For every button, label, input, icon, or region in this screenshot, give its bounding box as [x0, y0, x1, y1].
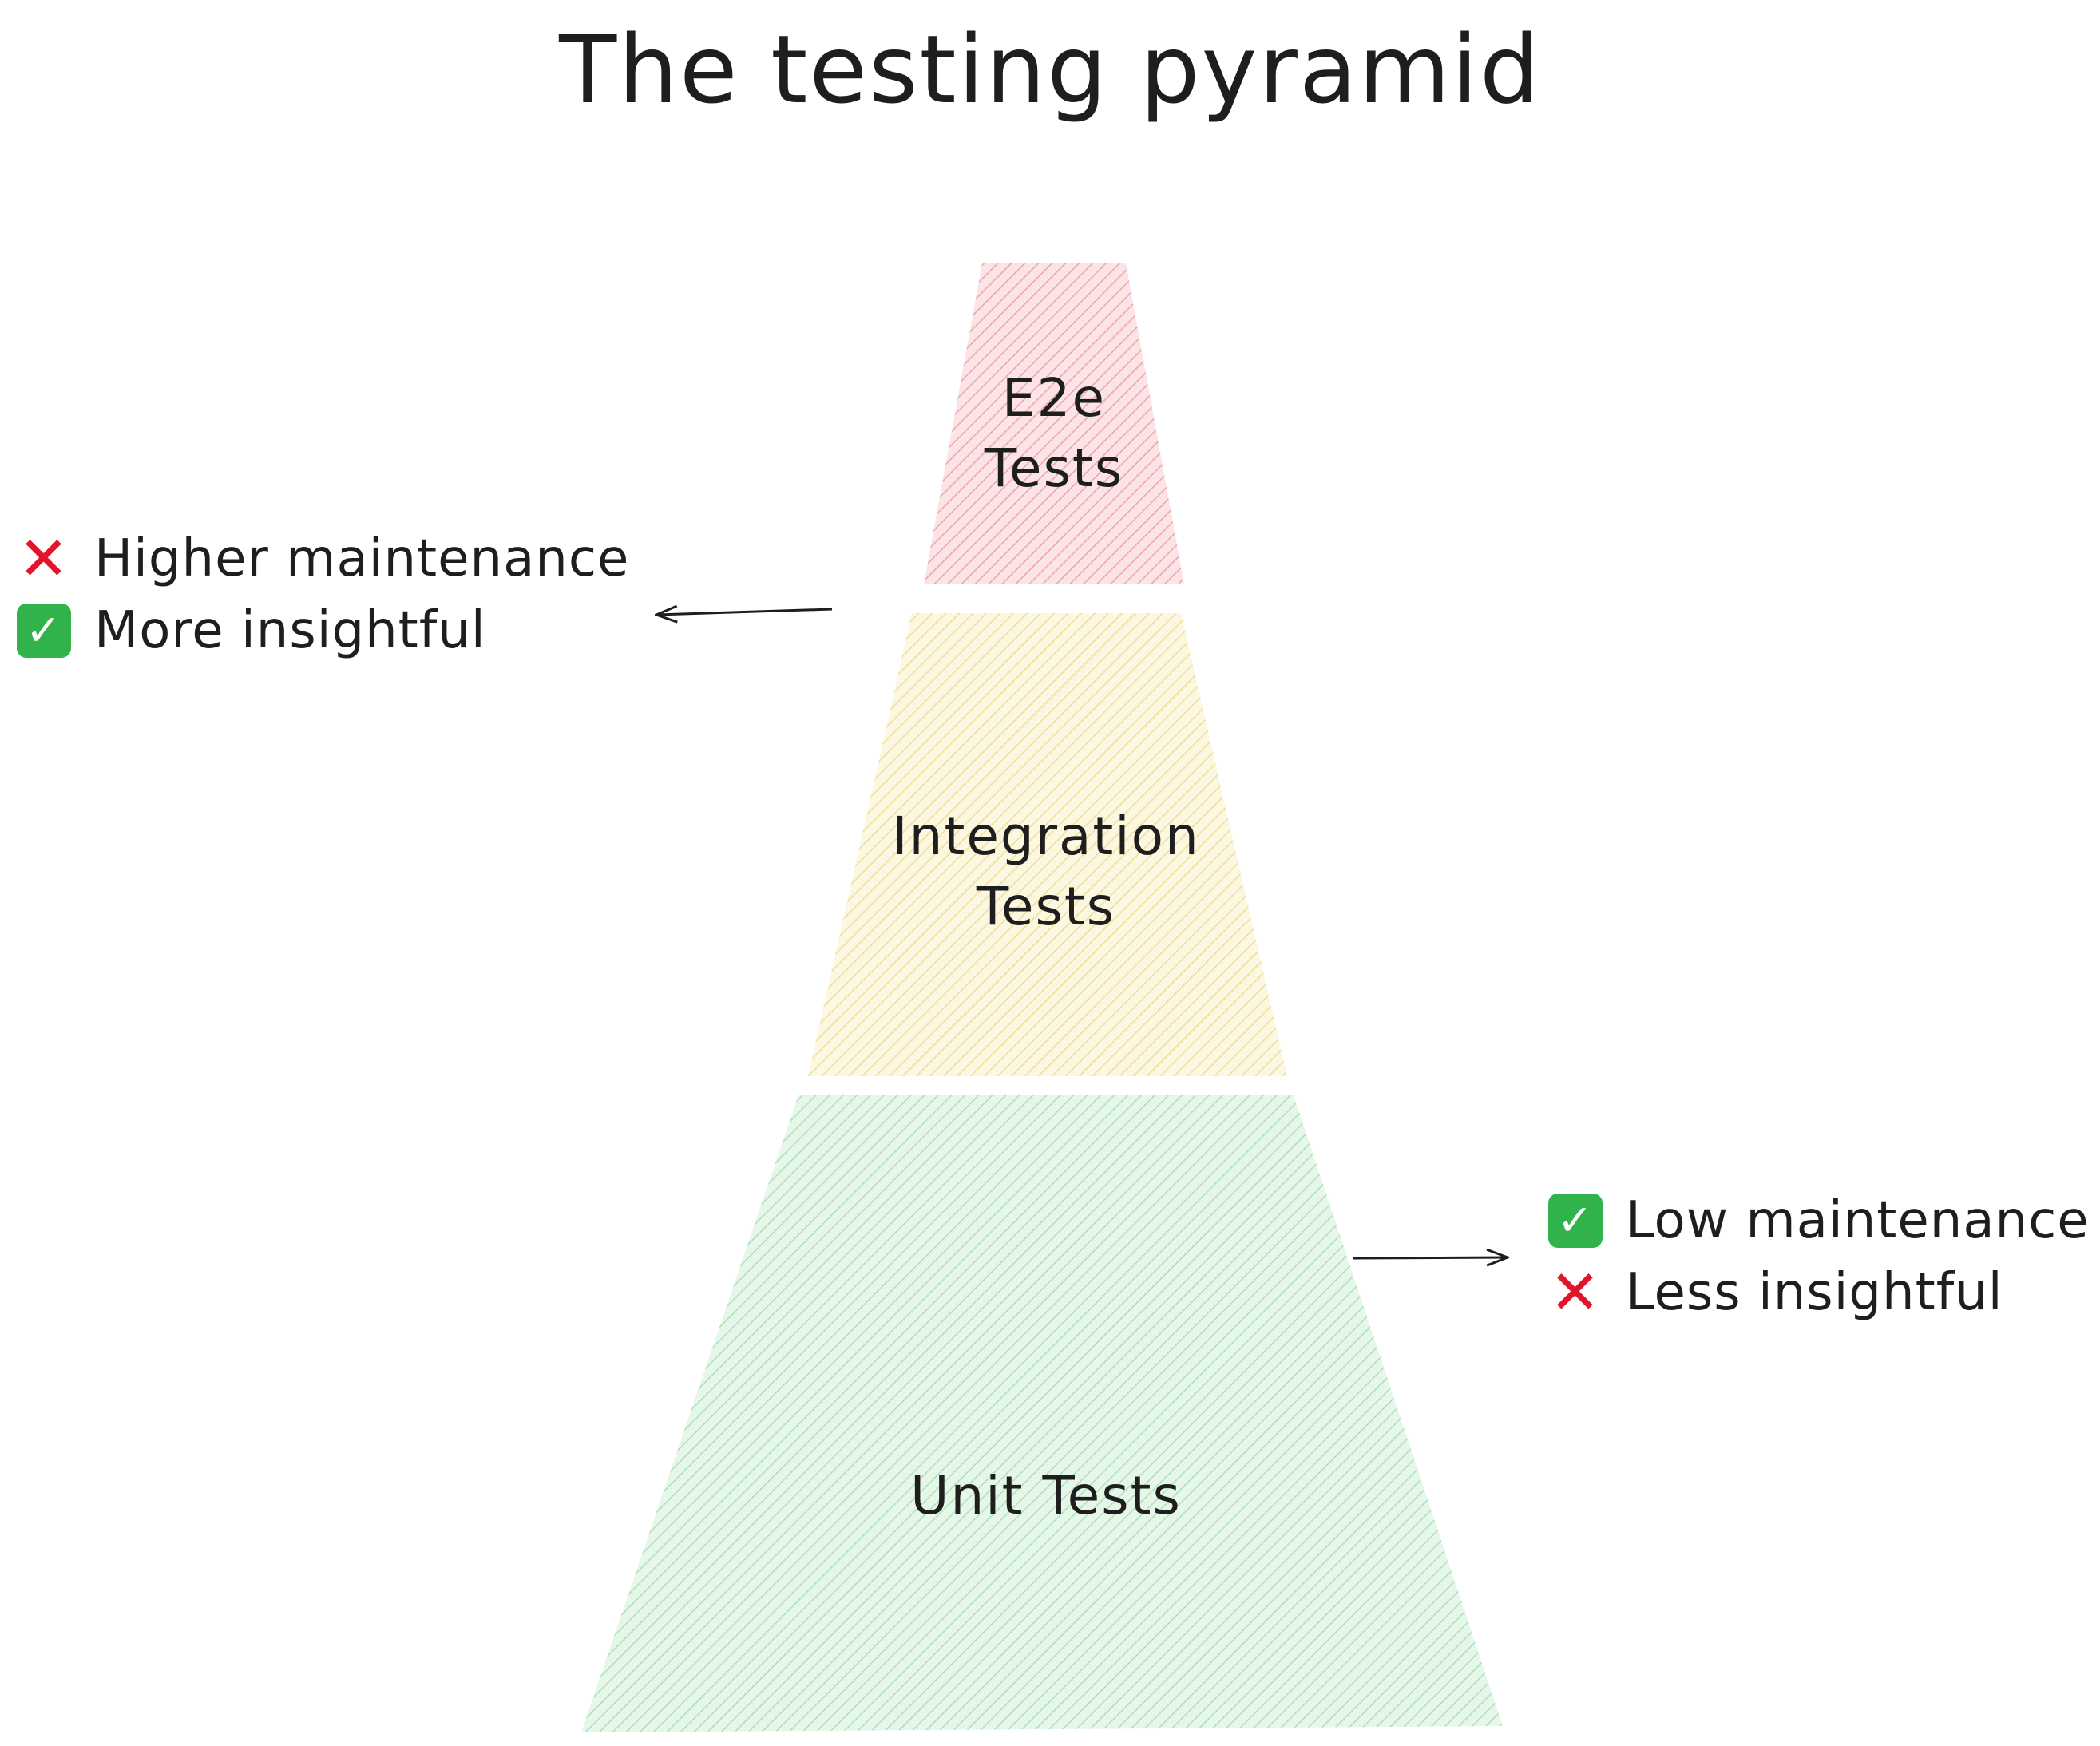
e2e-layer	[924, 263, 1184, 584]
cross-mark-icon: ✕	[1549, 1257, 1602, 1328]
unit-layer	[581, 1095, 1503, 1732]
cross-mark-icon: ✕	[18, 523, 70, 594]
unit-label: Unit Tests	[798, 1461, 1294, 1531]
check-mark-icon: ✓	[17, 604, 71, 658]
bottom-note-text-1: Low maintenance	[1626, 1191, 2090, 1250]
top-note-text-2: More insightful	[94, 601, 486, 660]
e2e-label-line1: E2e	[1001, 367, 1107, 429]
unit-label-line1: Unit Tests	[910, 1465, 1182, 1526]
top-notes: ✕ Higher maintenance ✓ More insightful	[14, 523, 629, 667]
check-mark-icon: ✓	[1548, 1194, 1603, 1248]
integration-layer	[808, 613, 1287, 1076]
top-note-text-1: Higher maintenance	[94, 529, 630, 588]
arrow-to-bottom-notes	[1353, 1257, 1508, 1258]
e2e-label-line2: Tests	[984, 437, 1124, 499]
bottom-note-row-1: ✓ Low maintenance	[1546, 1185, 2090, 1257]
bottom-note-row-2: ✕ Less insightful	[1546, 1257, 2090, 1328]
bottom-note-text-2: Less insightful	[1626, 1263, 2003, 1322]
e2e-label: E2e Tests	[934, 363, 1174, 504]
top-note-row-2: ✓ More insightful	[14, 595, 629, 667]
integration-label: Integration Tests	[846, 802, 1246, 942]
integration-label-line1: Integration	[892, 806, 1200, 867]
arrow-to-top-notes	[656, 609, 833, 615]
top-note-row-1: ✕ Higher maintenance	[14, 523, 629, 595]
bottom-notes: ✓ Low maintenance ✕ Less insightful	[1546, 1185, 2090, 1328]
integration-label-line2: Tests	[976, 876, 1116, 937]
diagram-title: The testing pyramid	[559, 14, 1541, 125]
